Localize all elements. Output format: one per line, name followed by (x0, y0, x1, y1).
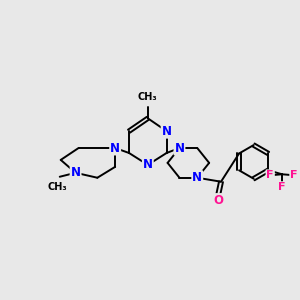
Text: F: F (266, 170, 274, 180)
Text: N: N (70, 166, 81, 179)
Text: N: N (143, 158, 153, 171)
Text: F: F (278, 182, 286, 192)
Text: N: N (162, 125, 172, 138)
Text: CH₃: CH₃ (138, 92, 158, 102)
Text: N: N (192, 171, 202, 184)
Text: N: N (175, 142, 184, 154)
Text: O: O (213, 194, 223, 207)
Text: CH₃: CH₃ (48, 182, 68, 192)
Text: F: F (290, 170, 298, 180)
Text: N: N (110, 142, 120, 154)
